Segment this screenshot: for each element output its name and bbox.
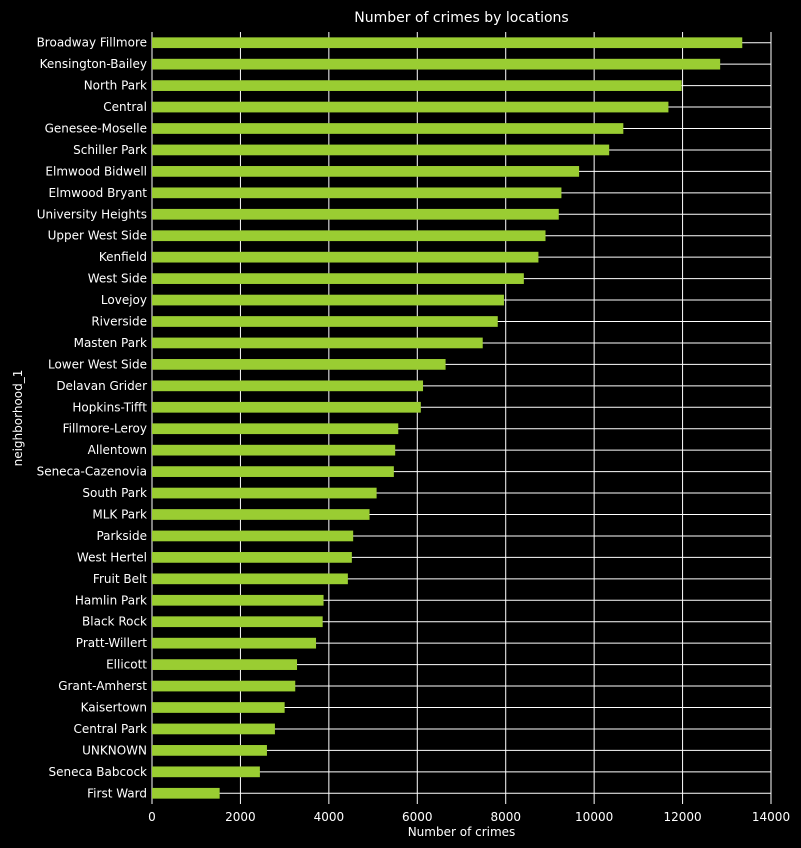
x-tick-label: 10000 (575, 810, 613, 824)
bar (152, 444, 396, 456)
bar (152, 80, 682, 91)
bar (152, 187, 562, 199)
y-axis-label: neighborhood_1 (11, 370, 25, 467)
bar (152, 230, 546, 242)
x-axis-label: Number of crimes (408, 825, 516, 839)
category-label: Seneca-Cazenovia (37, 465, 147, 479)
bar (152, 401, 421, 413)
category-label: Pratt-Willert (76, 636, 147, 650)
category-label: West Hertel (77, 550, 147, 564)
category-label: MLK Park (92, 508, 147, 522)
category-label: Hopkins-Tifft (72, 400, 147, 414)
category-label: Elmwood Bidwell (45, 164, 147, 178)
category-label: South Park (82, 486, 147, 500)
bar (152, 680, 296, 692)
bar (152, 787, 220, 799)
x-tick-label: 8000 (490, 810, 521, 824)
category-label: Grant-Amherst (58, 679, 147, 693)
bar (152, 552, 352, 563)
category-label: Hamlin Park (75, 593, 147, 607)
category-label: Kaisertown (81, 701, 147, 715)
bar (152, 487, 377, 499)
x-tick-label: 0 (148, 810, 156, 824)
bar (152, 466, 394, 477)
category-label: Schiller Park (73, 143, 147, 157)
category-label: Riverside (91, 315, 147, 329)
bar (152, 316, 498, 327)
category-label: First Ward (87, 786, 147, 800)
category-label: West Side (88, 272, 147, 286)
category-label: Central (103, 100, 147, 114)
category-label: Allentown (88, 443, 147, 457)
bar (152, 273, 524, 284)
bar (152, 616, 323, 628)
bar (152, 659, 298, 670)
bar (152, 745, 267, 756)
category-label: North Park (84, 79, 147, 93)
category-label: Lovejoy (101, 293, 147, 307)
bar (152, 702, 285, 713)
category-label: Fillmore-Leroy (63, 422, 147, 436)
bar (152, 359, 446, 370)
bar (152, 251, 539, 263)
category-label: Upper West Side (48, 229, 147, 243)
bar (152, 573, 348, 585)
x-tick-label: 2000 (225, 810, 256, 824)
category-label: Genesee-Moselle (45, 122, 147, 136)
bar (152, 144, 610, 156)
category-labels: Broadway Fillmore Kensington-Bailey North … (37, 36, 148, 801)
bar (152, 509, 370, 520)
category-label: Broadway Fillmore (37, 36, 147, 50)
category-label: Kenfield (99, 250, 147, 264)
category-label: Fruit Belt (93, 572, 147, 586)
bar (152, 594, 324, 606)
x-tick-label: 6000 (402, 810, 433, 824)
category-label: Kensington-Bailey (40, 57, 147, 71)
category-label: Parkside (96, 529, 147, 543)
bar (152, 294, 504, 306)
category-label: Central Park (74, 722, 147, 736)
category-label: Masten Park (74, 336, 147, 350)
x-tick-label: 4000 (314, 810, 345, 824)
x-tick-label: 14000 (752, 810, 790, 824)
bar (152, 37, 743, 49)
bar (152, 166, 580, 177)
bar (152, 766, 260, 778)
bar (152, 637, 317, 649)
category-label: UNKNOWN (82, 743, 147, 757)
bar (152, 380, 424, 392)
category-label: Elmwood Bryant (49, 186, 148, 200)
chart-title: Number of crimes by locations (354, 10, 568, 26)
category-label: Lower West Side (48, 357, 147, 371)
category-label: Black Rock (82, 615, 147, 629)
category-label: Seneca Babcock (49, 765, 147, 779)
bar (152, 123, 624, 134)
bar (152, 723, 275, 735)
bar (152, 101, 669, 113)
bar (152, 337, 483, 349)
bar (152, 423, 399, 435)
bar (152, 530, 354, 542)
category-label: University Heights (37, 207, 147, 221)
x-tick-labels: 0 2000 4000 6000 8000 10000 12000 14000 (148, 810, 790, 824)
bars (152, 37, 743, 799)
category-label: Ellicott (106, 658, 147, 672)
bar (152, 58, 721, 70)
x-tick-label: 12000 (663, 810, 701, 824)
bar (152, 208, 559, 220)
category-label: Delavan Grider (56, 379, 147, 393)
